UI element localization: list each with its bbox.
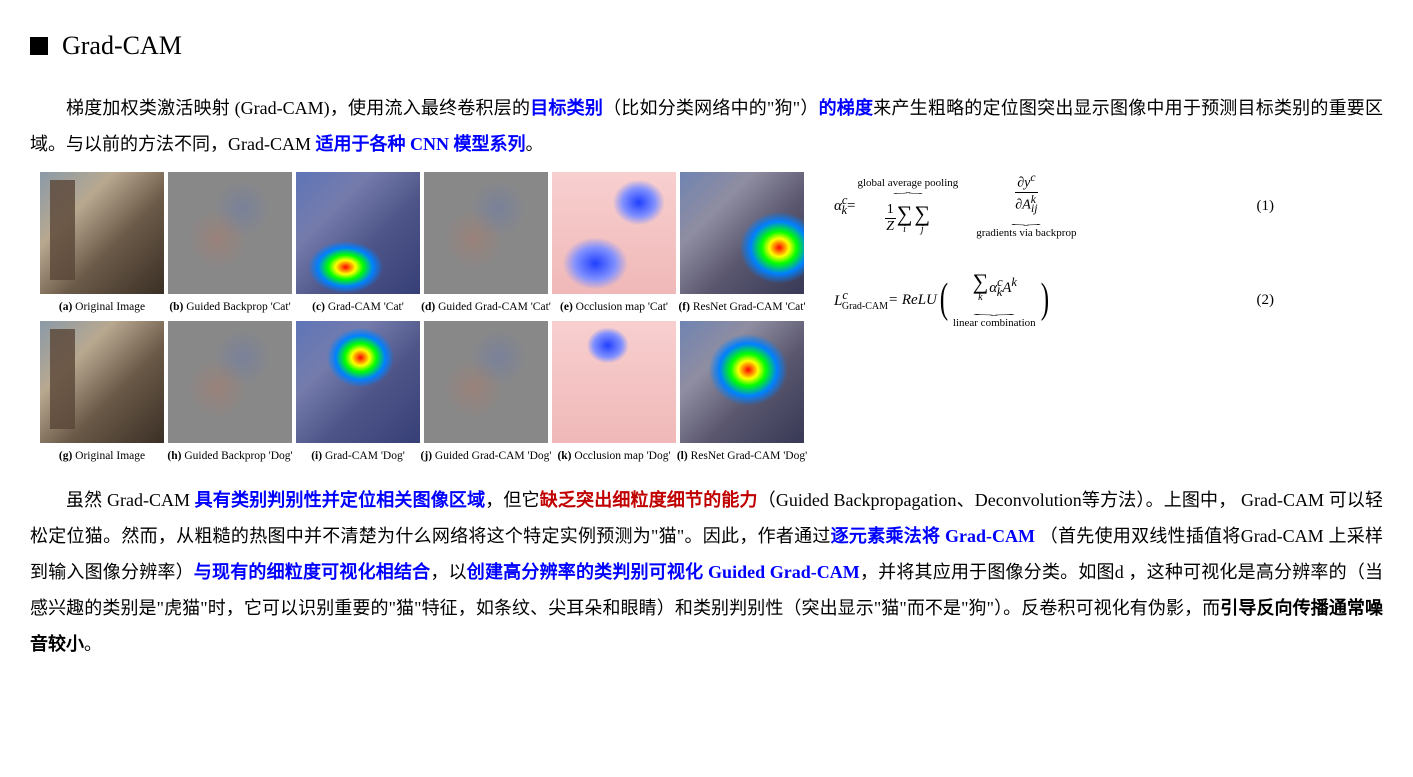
- eq2-sumk: k: [978, 293, 982, 303]
- p2-blue2: 逐元素乘法将 Grad-CAM: [831, 526, 1040, 546]
- panel-image: [680, 321, 804, 443]
- eq2-sub: Grad-CAM: [842, 301, 888, 312]
- eq1-pden-sub: ij: [1031, 202, 1037, 215]
- eq1-frac-den: Z: [886, 219, 894, 234]
- p1-blue3: 适用于各种 CNN 模型系列: [316, 134, 526, 154]
- eq2-A-sup: k: [1011, 275, 1017, 289]
- p2-blue1: 具有类别判别性并定位相关图像区域: [195, 490, 486, 510]
- p1-t4: 。: [526, 134, 544, 154]
- panel-image: [552, 321, 676, 443]
- panel-image: [680, 172, 804, 294]
- panel-image: [40, 321, 164, 443]
- equation-1: αck = global average pooling ⏞ 1Z ∑i ∑j …: [834, 172, 1274, 240]
- figure-panel: (e) Occlusion map 'Cat': [552, 172, 676, 319]
- overbrace-icon: ⏞: [893, 194, 923, 199]
- panel-caption: (c) Grad-CAM 'Cat': [312, 296, 404, 319]
- eq2-under-label: linear combination: [953, 317, 1036, 330]
- eq1-number: (1): [1257, 191, 1275, 221]
- p1-blue2: 的梯度: [819, 98, 874, 118]
- eq1-pnum: ∂y: [1017, 176, 1030, 191]
- panel-image: [424, 172, 548, 294]
- p2-blue4: 创建高分辨率的类判别可视化 Guided Grad-CAM: [467, 562, 860, 582]
- paragraph-1: 梯度加权类激活映射 (Grad-CAM)，使用流入最终卷积层的目标类别（比如分类…: [30, 90, 1383, 162]
- panel-caption: (l) ResNet Grad-CAM 'Dog': [677, 445, 807, 468]
- p1-blue1: 目标类别: [530, 98, 603, 118]
- panel-caption: (d) Guided Grad-CAM 'Cat': [421, 296, 551, 319]
- panel-image: [296, 172, 420, 294]
- paren-left-icon: (: [940, 283, 948, 317]
- eq1-pden: ∂A: [1015, 197, 1030, 212]
- panel-grid: (a) Original Image (b) Guided Backprop 'C…: [40, 172, 804, 468]
- panel-caption: (i) Grad-CAM 'Dog': [311, 445, 405, 468]
- panel-caption: (e) Occlusion map 'Cat': [560, 296, 668, 319]
- figure-panel: (i) Grad-CAM 'Dog': [296, 321, 420, 468]
- sigma-icon: ∑: [897, 203, 913, 225]
- p1-t1: 梯度加权类激活映射 (Grad-CAM)，使用流入最终卷积层的: [66, 98, 530, 118]
- p2-t2: ，但它: [485, 490, 540, 510]
- p2-t5: ，以: [430, 562, 466, 582]
- sigma-icon: ∑: [973, 271, 989, 293]
- panel-image: [552, 172, 676, 294]
- eq1-sum1: i: [903, 225, 906, 235]
- figure-panel: (d) Guided Grad-CAM 'Cat': [424, 172, 548, 319]
- eq1-eq: =: [847, 191, 855, 221]
- equations-block: αck = global average pooling ⏞ 1Z ∑i ∑j …: [834, 172, 1274, 360]
- panel-caption: (g) Original Image: [59, 445, 145, 468]
- paren-right-icon: ): [1040, 283, 1048, 317]
- figure-panel: (h) Guided Backprop 'Dog': [168, 321, 292, 468]
- figure-panel: (f) ResNet Grad-CAM 'Cat': [680, 172, 804, 319]
- eq1-sum2: j: [921, 225, 924, 235]
- eq2-alpha: α: [989, 280, 997, 296]
- p2-t1: 虽然 Grad-CAM: [66, 490, 195, 510]
- panel-caption: (b) Guided Backprop 'Cat': [169, 296, 290, 319]
- figure-panel: (k) Occlusion map 'Dog': [552, 321, 676, 468]
- panel-caption: (h) Guided Backprop 'Dog': [167, 445, 292, 468]
- panel-caption: (a) Original Image: [59, 296, 145, 319]
- eq2-eq: = ReLU: [888, 285, 937, 315]
- eq1-over-label: global average pooling: [857, 177, 958, 190]
- paragraph-2: 虽然 Grad-CAM 具有类别判别性并定位相关图像区域，但它缺乏突出细粒度细节…: [30, 482, 1383, 662]
- underbrace-icon: ⏞: [1011, 218, 1041, 223]
- panel-image: [296, 321, 420, 443]
- eq1-frac-num: 1: [885, 203, 896, 219]
- panel-image: [168, 321, 292, 443]
- figure-panel: (g) Original Image: [40, 321, 164, 468]
- figure-container: (a) Original Image (b) Guided Backprop 'C…: [40, 172, 1383, 468]
- eq2-number: (2): [1257, 285, 1275, 315]
- p2-red1: 缺乏突出细粒度细节的能力: [540, 490, 758, 510]
- eq1-pnum-sup: c: [1030, 171, 1035, 184]
- panel-caption: (k) Occlusion map 'Dog': [557, 445, 670, 468]
- panel-caption: (f) ResNet Grad-CAM 'Cat': [678, 296, 805, 319]
- section-heading: Grad-CAM: [30, 20, 1383, 72]
- figure-panel: (l) ResNet Grad-CAM 'Dog': [680, 321, 804, 468]
- bullet-icon: [30, 37, 48, 55]
- figure-panel: (a) Original Image: [40, 172, 164, 319]
- eq1-under-label: gradients via backprop: [976, 227, 1076, 240]
- p2-t7: 。: [84, 634, 102, 654]
- equation-2: LcGrad-CAM = ReLU ( ∑k αckAk ⏞ linear co…: [834, 270, 1274, 330]
- figure-panel: (j) Guided Grad-CAM 'Dog': [424, 321, 548, 468]
- p1-t2: （比如分类网络中的"狗"）: [603, 98, 819, 118]
- sigma-icon: ∑: [914, 203, 930, 225]
- panel-image: [168, 172, 292, 294]
- eq2-sup: c: [842, 288, 848, 302]
- figure-panel: (c) Grad-CAM 'Cat': [296, 172, 420, 319]
- panel-image: [40, 172, 164, 294]
- panel-caption: (j) Guided Grad-CAM 'Dog': [421, 445, 552, 468]
- underbrace-icon: ⏞: [973, 309, 1015, 314]
- heading-text: Grad-CAM: [62, 20, 182, 72]
- p2-blue3: 与现有的细粒度可视化相结合: [194, 562, 431, 582]
- panel-image: [424, 321, 548, 443]
- figure-panel: (b) Guided Backprop 'Cat': [168, 172, 292, 319]
